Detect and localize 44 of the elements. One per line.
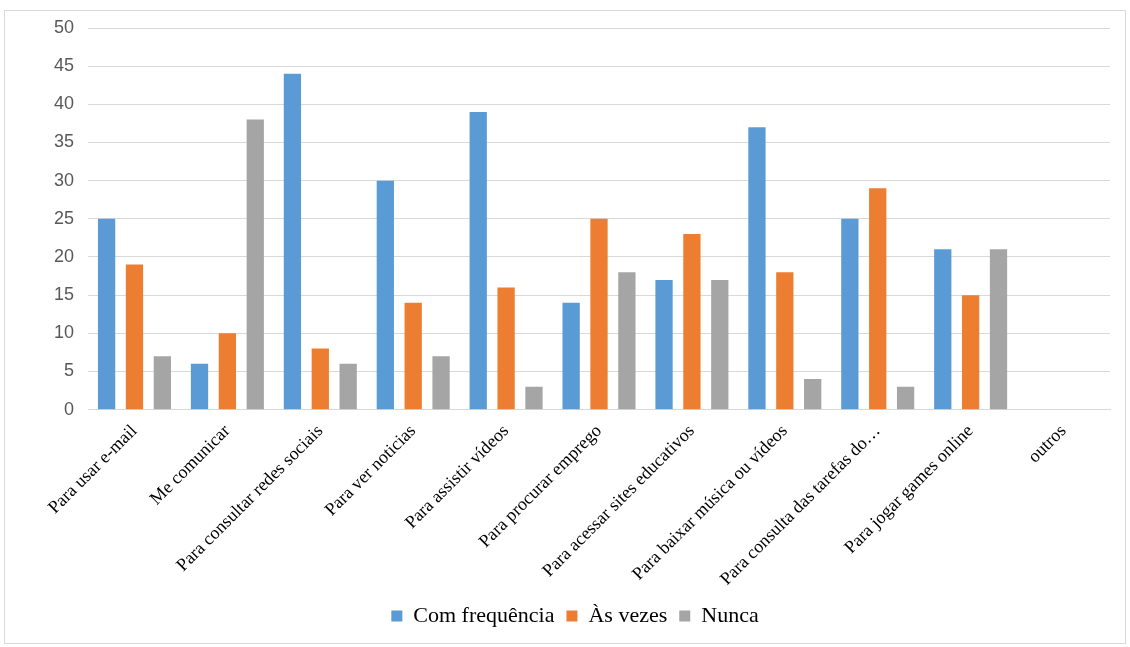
bar [683, 234, 701, 410]
bar [804, 379, 822, 410]
y-tick-label: 25 [53, 207, 75, 228]
bar [525, 386, 543, 410]
bar [376, 180, 394, 410]
bar [989, 249, 1008, 410]
y-tick-label: 35 [53, 131, 75, 152]
bar [590, 218, 608, 410]
bar [497, 287, 515, 410]
bar [841, 218, 859, 410]
y-tick-label: 10 [53, 322, 75, 343]
legend-label: Com frequência [413, 601, 555, 627]
bar [562, 302, 580, 410]
bar [655, 279, 673, 410]
bar [896, 386, 915, 410]
bar [339, 363, 357, 410]
bar [190, 363, 209, 410]
bar [283, 73, 302, 410]
bar [776, 272, 794, 410]
bar [618, 272, 636, 410]
y-tick-label: 45 [53, 55, 75, 76]
y-tick-label: 30 [53, 169, 75, 190]
y-tick-label: 20 [53, 245, 75, 266]
bar [934, 249, 952, 410]
legend-label: Às vezes [588, 601, 668, 627]
bar [432, 356, 450, 410]
bar [218, 333, 237, 410]
bar [246, 119, 264, 410]
bar [404, 302, 422, 410]
bar [869, 188, 887, 410]
bar [748, 127, 766, 410]
bar [711, 279, 729, 410]
bar [97, 218, 116, 410]
y-tick-label: 15 [53, 284, 75, 305]
bar [962, 295, 980, 410]
legend-label: Nunca [701, 601, 759, 627]
y-tick-label: 0 [64, 398, 75, 419]
bar [153, 356, 171, 410]
bar [125, 264, 144, 410]
y-tick-label: 50 [53, 16, 75, 37]
y-tick-label: 40 [53, 93, 75, 114]
y-tick-label: 5 [64, 360, 75, 381]
bar [469, 111, 487, 410]
bar [311, 348, 329, 410]
